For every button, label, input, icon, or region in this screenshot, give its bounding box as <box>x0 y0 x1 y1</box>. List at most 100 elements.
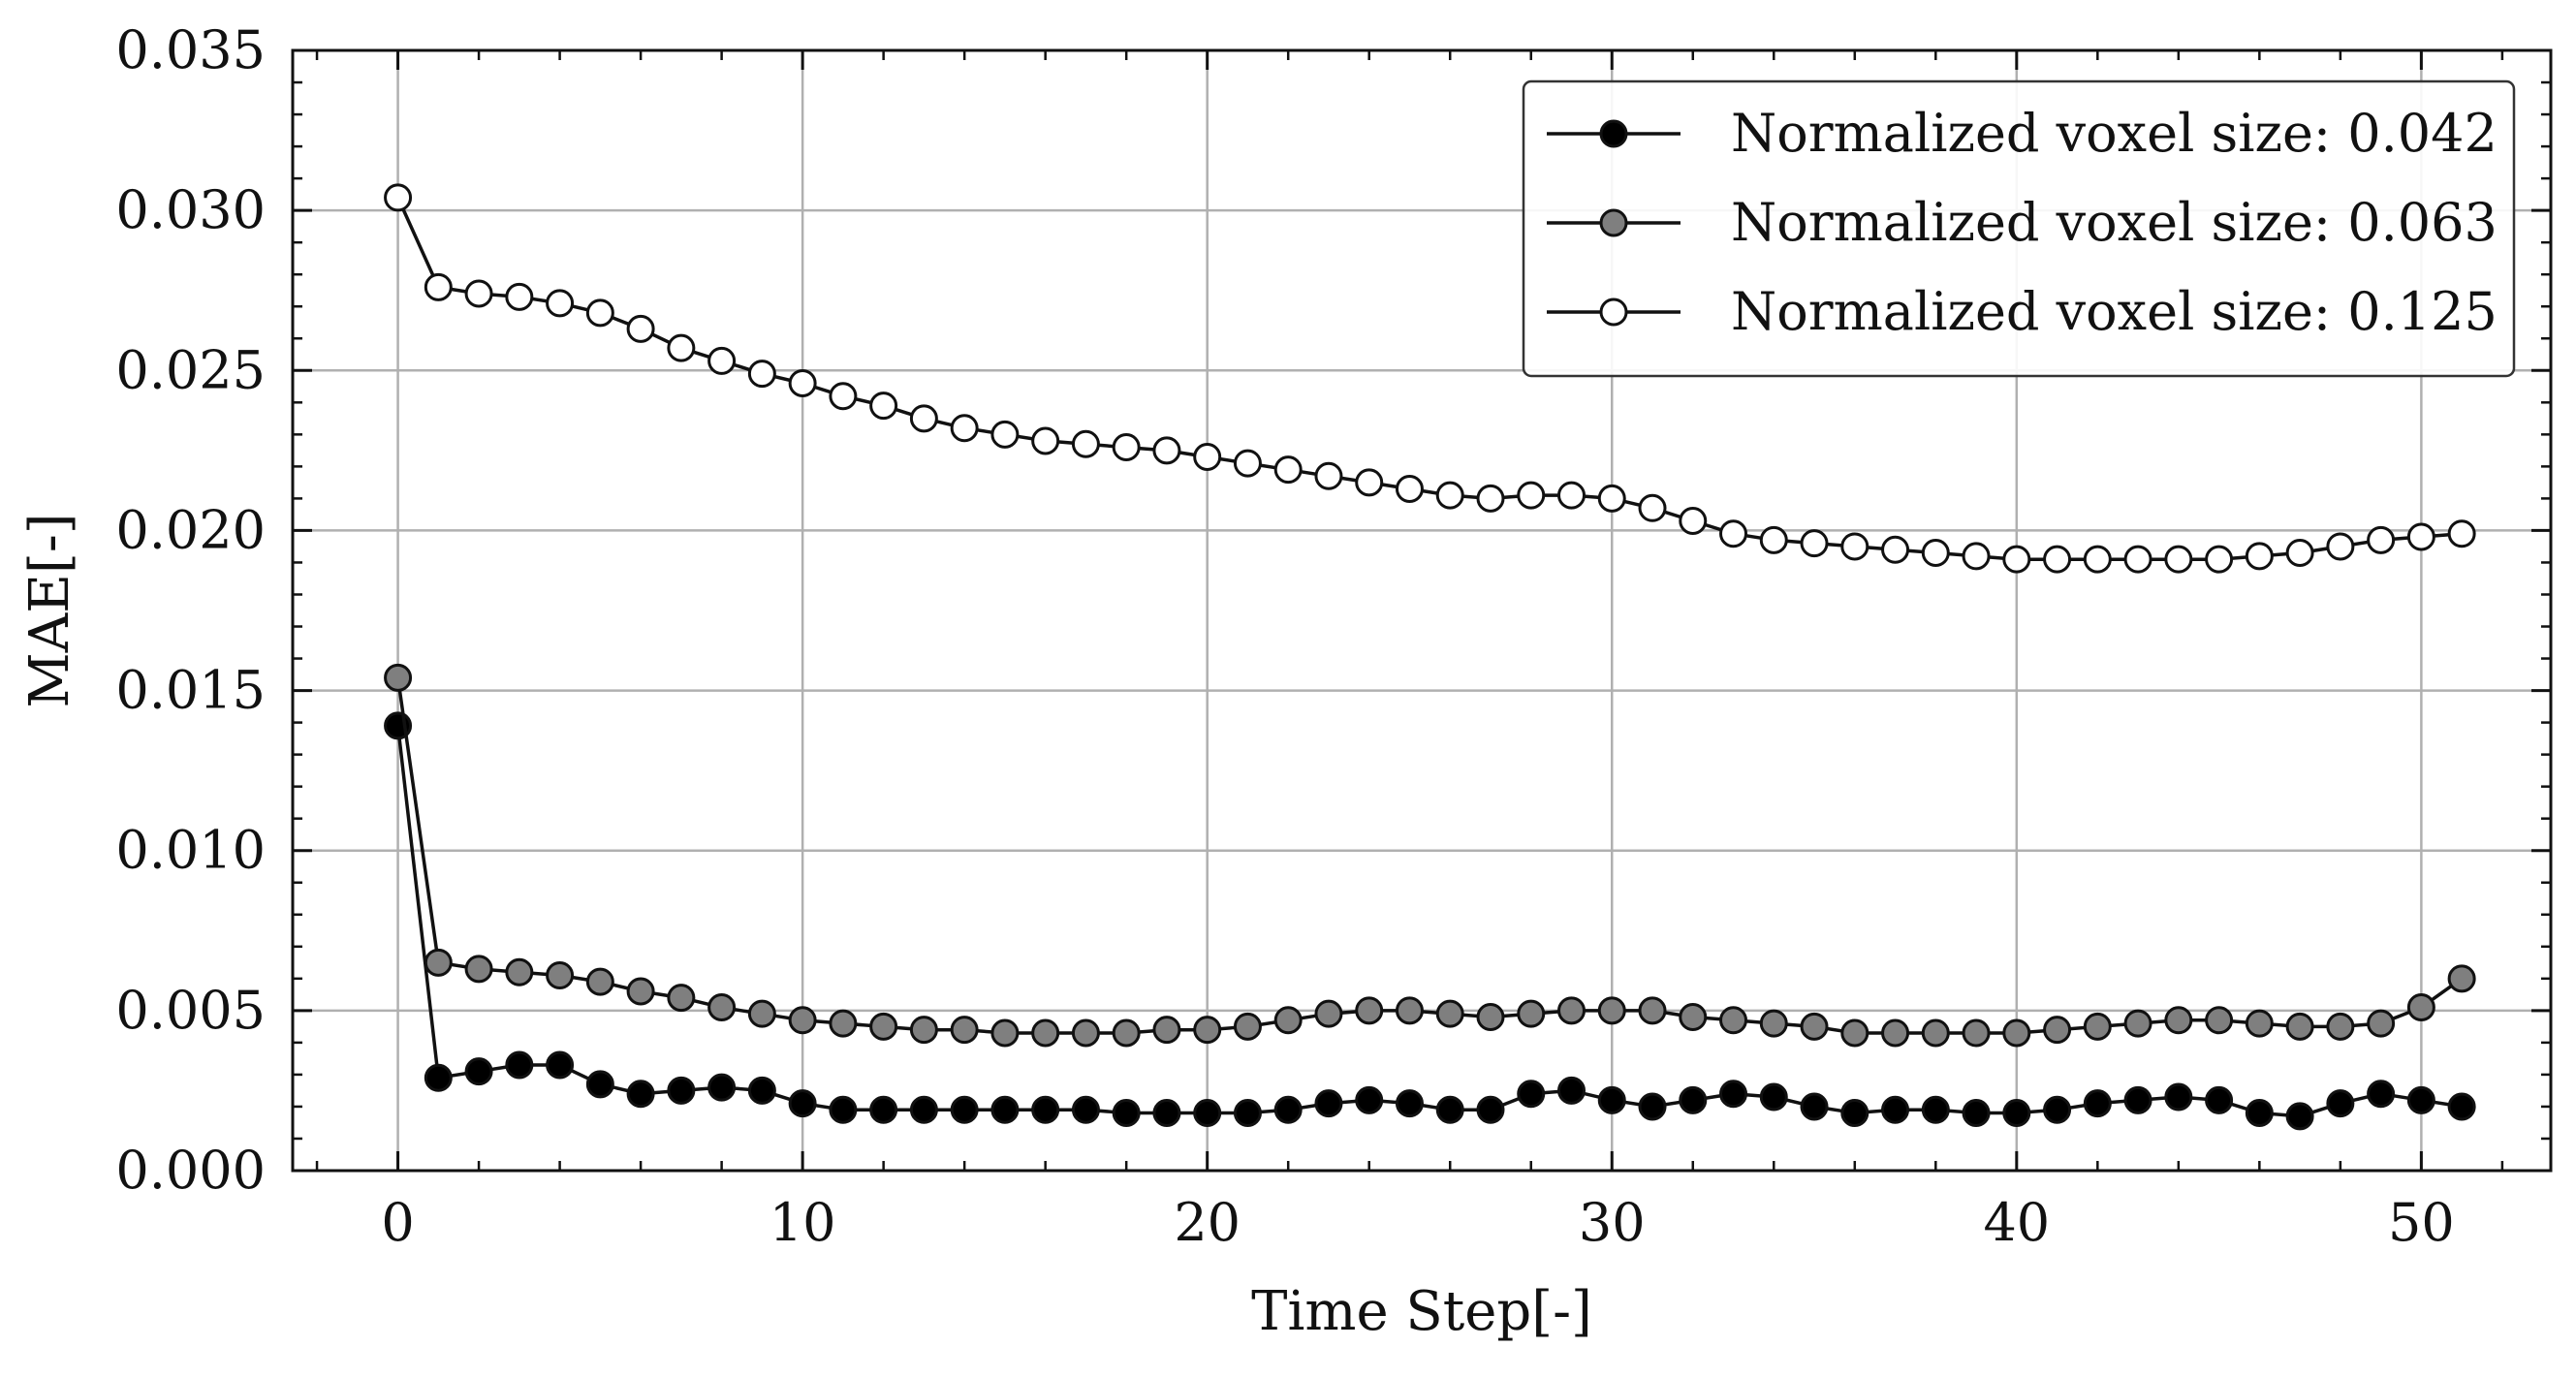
x-tick-label: 0 <box>381 1192 414 1253</box>
x-tick-label: 30 <box>1579 1192 1646 1253</box>
data-point <box>1273 455 1303 485</box>
data-point <box>909 1095 938 1124</box>
data-point <box>2285 1102 2314 1131</box>
data-point <box>1273 1006 1303 1035</box>
data-point <box>505 1050 534 1080</box>
data-point <box>1031 1018 1060 1048</box>
data-point <box>1881 1095 1910 1124</box>
data-point <box>747 360 776 389</box>
data-point <box>1638 996 1667 1025</box>
data-point <box>2123 1009 2152 1038</box>
data-point <box>747 999 776 1028</box>
data-point <box>1759 1009 1788 1038</box>
data-point <box>546 961 575 990</box>
data-point <box>2205 1006 2234 1035</box>
data-point <box>1597 484 1626 513</box>
data-point <box>384 663 413 692</box>
data-point <box>1435 999 1464 1028</box>
data-point <box>2164 1082 2193 1112</box>
data-point <box>505 957 534 987</box>
y-tick-label: 0.030 <box>115 179 266 240</box>
data-point <box>2123 1085 2152 1114</box>
data-point <box>950 1095 979 1124</box>
data-point <box>464 1057 493 1086</box>
data-point <box>990 420 1020 449</box>
data-point <box>1395 1089 1424 1118</box>
data-point <box>950 414 979 443</box>
data-point <box>2002 545 2031 574</box>
data-point <box>1152 1016 1181 1045</box>
y-tick-label: 0.035 <box>115 19 266 80</box>
data-point <box>1112 433 1141 462</box>
data-point <box>2447 519 2476 548</box>
data-point <box>1679 1085 1708 1114</box>
x-axis-title: Time Step[-] <box>1251 1280 1592 1343</box>
data-point <box>585 298 614 328</box>
data-point <box>2367 1009 2396 1038</box>
data-point <box>1800 529 1829 558</box>
data-point <box>1112 1099 1141 1128</box>
data-point <box>1556 1076 1586 1105</box>
data-point <box>829 382 858 411</box>
data-point <box>1233 1099 1262 1128</box>
data-point <box>2164 1006 2193 1035</box>
data-point <box>2245 1009 2274 1038</box>
data-point <box>869 1095 898 1124</box>
data-point <box>2367 525 2396 554</box>
y-tick-label: 0.000 <box>115 1140 266 1201</box>
data-point <box>788 368 817 397</box>
data-point <box>1112 1018 1141 1048</box>
data-point <box>707 1073 737 1102</box>
data-point <box>1962 1018 1991 1048</box>
data-point <box>1597 996 1626 1025</box>
data-point <box>1719 519 1748 548</box>
data-point <box>1152 436 1181 465</box>
data-point <box>667 1076 696 1105</box>
legend-label: Normalized voxel size: 0.125 <box>1731 281 2497 342</box>
data-point <box>505 282 534 311</box>
plot-frame <box>291 48 2553 1173</box>
y-axis-title: MAE[-] <box>18 513 81 707</box>
data-point <box>1840 532 1869 561</box>
data-point <box>2123 545 2152 574</box>
data-point <box>626 314 655 343</box>
series-line <box>395 725 2463 1118</box>
axis-ticks <box>293 48 2551 1173</box>
data-point <box>1800 1092 1829 1121</box>
x-tick-label: 20 <box>1174 1192 1241 1253</box>
x-tick-label: 40 <box>1983 1192 2050 1253</box>
data-point <box>1476 1095 1505 1124</box>
x-tick-label: 10 <box>770 1192 836 1253</box>
legend-item: Normalized voxel size: 0.063 <box>1547 192 2497 253</box>
legend-item: Normalized voxel size: 0.042 <box>1547 103 2497 164</box>
data-point <box>2164 545 2193 574</box>
data-point <box>464 955 493 984</box>
data-point <box>2367 1080 2396 1109</box>
series <box>384 663 2476 1048</box>
data-point <box>1840 1099 1869 1128</box>
data-point <box>585 967 614 996</box>
data-point <box>1921 1095 1950 1124</box>
data-point <box>2447 964 2476 993</box>
series-line <box>396 197 2463 561</box>
data-point <box>1031 1095 1060 1124</box>
data-point <box>1233 1012 1262 1041</box>
data-point <box>788 1089 817 1118</box>
y-tick-label: 0.010 <box>115 820 266 881</box>
data-point <box>909 1016 938 1045</box>
data-point <box>1273 1095 1303 1124</box>
data-point <box>869 391 898 421</box>
data-point <box>2285 1012 2314 1041</box>
data-point <box>546 1050 575 1080</box>
data-point <box>1962 542 1991 571</box>
axis-tick-labels: 0 10 20 30 40 50 0.000 0.005 0.010 0.015 0.020 0.02… <box>115 19 2454 1253</box>
y-tick-label: 0.020 <box>115 499 266 560</box>
data-point <box>667 984 696 1013</box>
data-point <box>1921 539 1950 568</box>
data-point <box>1435 481 1464 510</box>
data-point <box>829 1095 858 1124</box>
data-point <box>1355 1085 1384 1114</box>
data-point <box>1881 535 1910 564</box>
